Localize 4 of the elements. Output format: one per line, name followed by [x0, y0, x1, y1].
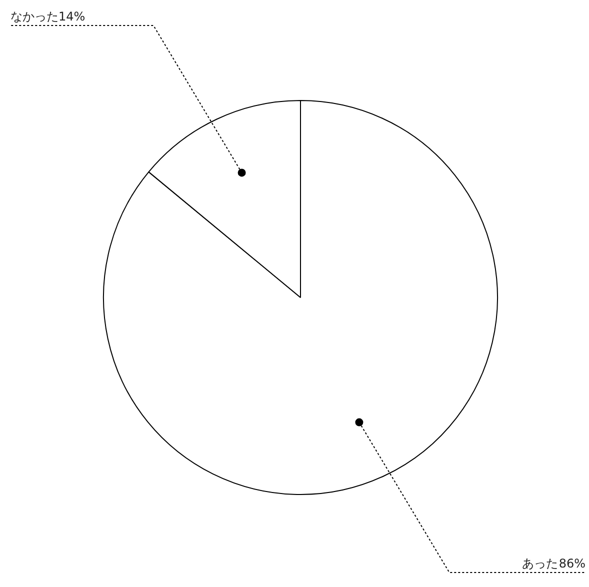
data-label: 14%	[58, 10, 86, 24]
slice-label: なかった	[10, 10, 58, 24]
slice-label: あった	[522, 556, 558, 570]
data-label: 86%	[558, 556, 586, 570]
